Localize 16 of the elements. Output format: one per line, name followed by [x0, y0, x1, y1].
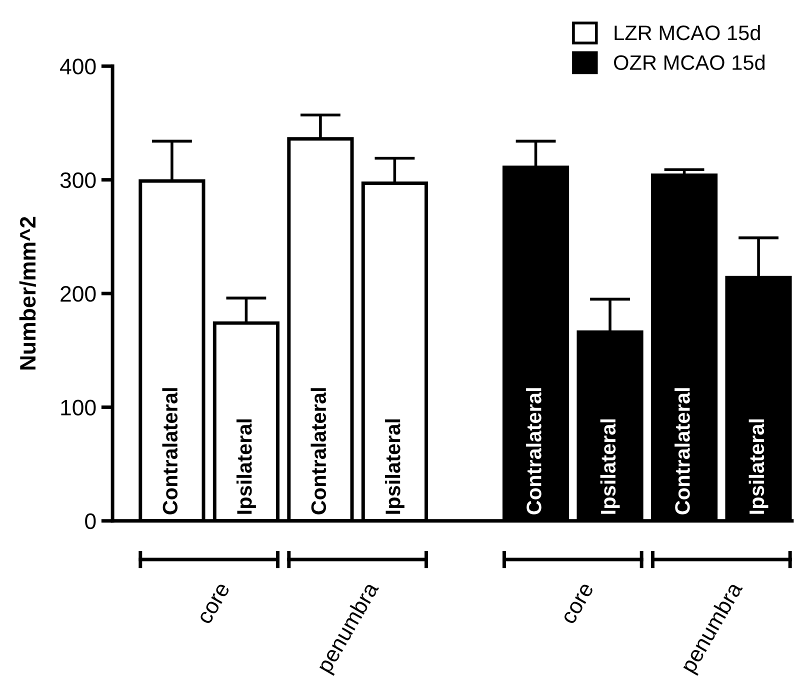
legend-label: LZR MCAO 15d	[614, 24, 760, 40]
x-tick-label: Ipsilateral	[384, 419, 404, 514]
y-tick-label: 400	[60, 58, 96, 74]
y-tick-label: 100	[61, 400, 96, 416]
x-tick-label: Contralateral	[162, 388, 178, 514]
y-tick-label: 200	[60, 286, 96, 302]
x-tick-label: Ipsilateral	[600, 419, 620, 514]
y-tick-label: 300	[60, 172, 96, 188]
x-tick-label: Ipsilateral	[748, 419, 768, 514]
x-tick-label: Ipsilateral	[236, 419, 256, 514]
x-tick-label: Contralateral	[526, 388, 542, 514]
legend-label: OZR MCAO 15d	[614, 54, 765, 70]
x-tick-label: Contralateral	[674, 388, 690, 514]
y-tick-label: 0	[85, 513, 96, 530]
y-axis-title: Number/mm^2	[19, 216, 36, 370]
x-tick-label: Contralateral	[310, 388, 326, 514]
